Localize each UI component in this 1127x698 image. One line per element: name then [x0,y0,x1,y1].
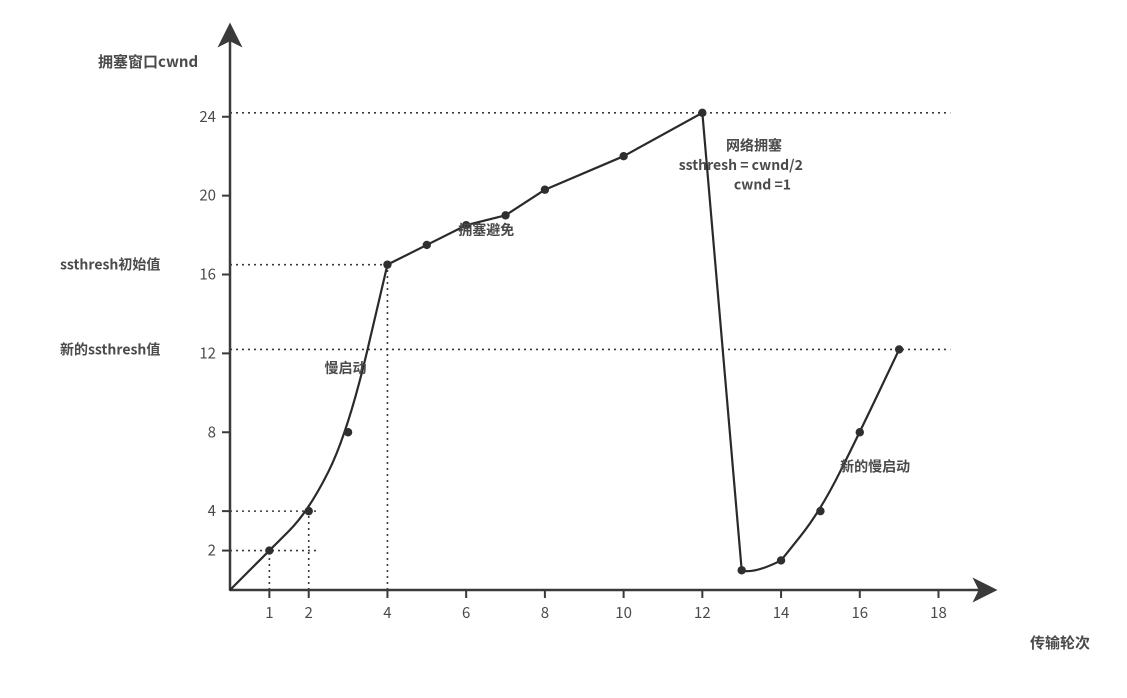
data-point [777,556,785,564]
data-point [383,260,391,268]
y-tick-label: 4 [208,500,216,521]
x-axis-label: 传输轮次 [1030,632,1090,653]
x-tick-label: 18 [930,602,947,623]
x-tick-label: 2 [305,602,313,623]
data-point [541,186,549,194]
data-point [856,428,864,436]
data-point [344,428,352,436]
x-tick-label: 12 [694,602,711,623]
data-point [423,241,431,249]
y-tick-label: 2 [208,540,216,561]
x-tick-label: 6 [462,602,470,623]
y-tick-label: 8 [208,421,216,442]
y-tick-label: 24 [199,106,216,127]
x-tick-label: 10 [615,602,632,623]
data-point [501,211,509,219]
annotation: 新的慢启动 [840,457,910,477]
data-point [895,345,903,353]
annotation: cwnd =1 [734,175,791,195]
ssthresh-label: ssthresh初始值 [60,255,160,275]
data-point [265,546,273,554]
x-tick-label: 14 [773,602,790,623]
x-tick-label: 16 [851,602,868,623]
data-point [305,507,313,515]
y-axis-label: 拥塞窗口cwnd [98,51,198,72]
data-point [816,507,824,515]
annotation: 慢启动 [324,358,366,378]
ssthresh-label: 新的ssthresh值 [60,339,160,359]
tcp-congestion-chart: 12468101214161824812162024拥塞窗口cwnd传输轮次ss… [0,0,1127,698]
data-point [738,566,746,574]
annotation: 网络拥塞 [726,135,782,155]
cwnd-curve-primary [230,113,702,590]
data-point [619,152,627,160]
y-tick-label: 20 [199,185,216,206]
y-tick-label: 12 [199,342,216,363]
x-tick-label: 8 [541,602,549,623]
annotation: 拥塞避免 [458,220,514,240]
y-tick-label: 16 [199,264,216,285]
annotation: ssthresh = cwnd/2 [679,155,803,175]
x-tick-label: 1 [265,602,273,623]
x-tick-label: 4 [383,602,391,623]
data-point [698,109,706,117]
